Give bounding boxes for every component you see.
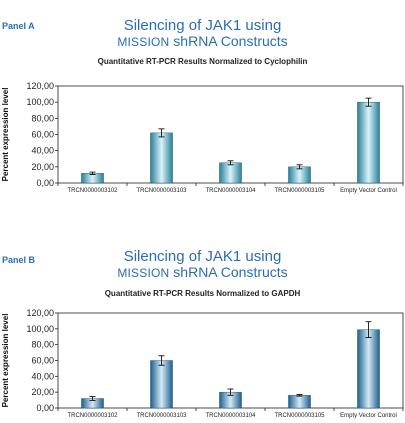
y-tick-label: 80,00 <box>31 340 54 350</box>
y-axis-label: Percent expression level <box>1 314 10 408</box>
panel-a-title-line1: Silencing of JAK1 using <box>123 17 282 34</box>
panel-b-title: Silencing of JAK1 using Mission shRNA Co… <box>0 249 405 279</box>
y-tick-label: 120,00 <box>26 81 54 91</box>
y-tick-label: 120,00 <box>26 308 54 318</box>
category-label: TRCN0000003104 <box>205 188 256 194</box>
bar <box>288 395 311 409</box>
panel-a-chart: 0,00 20,00 40,00 60,00 80,00 100,00 120,00 Perc… <box>1 81 404 194</box>
category-label: TRCN0000003104 <box>205 413 256 419</box>
category-label: Empty Vector Control <box>340 188 397 194</box>
panel-a-title-line2: Mission shRNA Constructs <box>0 32 405 49</box>
category-label: Empty Vector Control <box>340 413 397 419</box>
y-tick-label: 20,00 <box>31 387 54 397</box>
y-tick-label: 40,00 <box>31 146 54 156</box>
bar <box>357 101 380 184</box>
y-tick-label: 100,00 <box>26 97 54 107</box>
y-tick-label: 100,00 <box>26 324 54 334</box>
y-tick-label: 20,00 <box>31 162 54 172</box>
panel-a-title-rest: shRNA Constructs <box>173 32 288 49</box>
panel-a-title-mission: Mission <box>117 34 170 49</box>
y-tick-label: 80,00 <box>31 113 54 123</box>
y-tick-label: 0,00 <box>36 403 54 413</box>
category-label: TRCN0000003102 <box>67 413 118 419</box>
y-tick-label: 40,00 <box>31 371 54 381</box>
panel-b-title-line2: Mission shRNA Constructs <box>0 263 405 280</box>
panel-a-title: Silencing of JAK1 using Mission shRNA Co… <box>0 18 405 48</box>
y-tick-label: 0,00 <box>36 178 54 188</box>
category-label: TRCN0000003102 <box>67 188 118 194</box>
bar <box>150 360 173 409</box>
bar <box>150 132 173 184</box>
y-tick-label: 60,00 <box>31 130 54 140</box>
bar <box>357 329 380 409</box>
panel-a-subtitle: Quantitative RT-PCR Results Normalized t… <box>97 57 308 66</box>
panel-a-label: Panel A <box>2 21 35 31</box>
y-tick-label: 60,00 <box>31 356 54 366</box>
y-axis-label: Percent expression level <box>1 88 10 182</box>
panel-b-subtitle: Quantitative RT-PCR Results Normalized t… <box>104 289 301 298</box>
panel-b-label: Panel B <box>2 255 36 265</box>
category-label: TRCN0000003103 <box>136 188 187 194</box>
category-label: TRCN0000003105 <box>274 413 325 419</box>
panel-b-title-line1: Silencing of JAK1 using <box>123 248 282 265</box>
bar <box>219 162 242 184</box>
category-label: TRCN0000003103 <box>136 413 187 419</box>
panel-b-title-rest: shRNA Constructs <box>173 263 288 280</box>
panel-b-title-mission: Mission <box>117 265 170 280</box>
category-label: TRCN0000003105 <box>274 188 325 194</box>
panel-b-chart: 0,00 20,00 40,00 60,00 80,00 100,00 120,00 Perc… <box>1 308 404 419</box>
